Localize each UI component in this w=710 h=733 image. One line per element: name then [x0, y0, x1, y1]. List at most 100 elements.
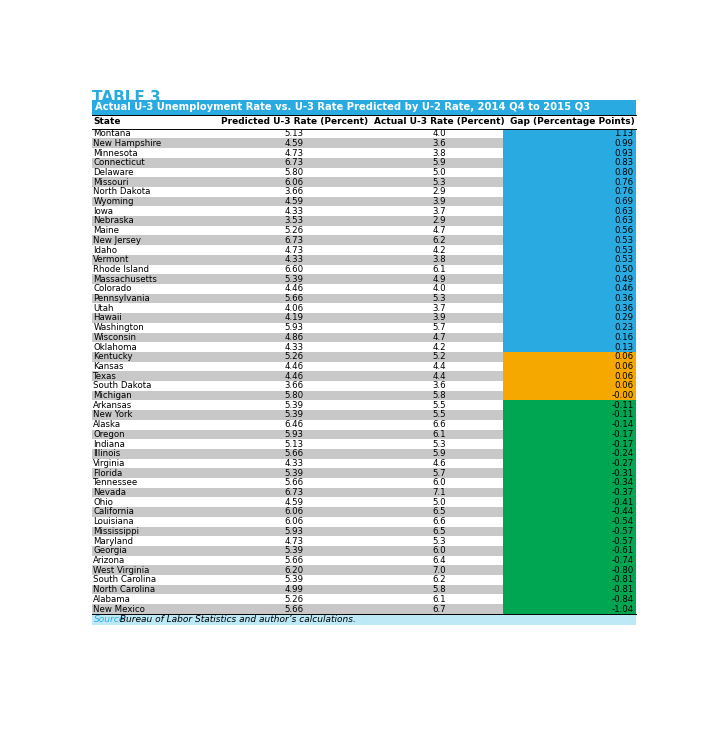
Text: -0.80: -0.80	[611, 566, 633, 575]
Text: 6.5: 6.5	[432, 527, 447, 536]
Text: 0.80: 0.80	[614, 168, 633, 177]
Bar	[92, 604, 503, 614]
Bar	[503, 246, 636, 255]
Text: 4.33: 4.33	[285, 255, 304, 265]
Bar	[92, 400, 503, 410]
Text: Kentucky: Kentucky	[94, 353, 133, 361]
Text: 6.73: 6.73	[285, 488, 304, 497]
Text: 6.2: 6.2	[432, 575, 447, 584]
Bar	[503, 594, 636, 604]
Text: 6.1: 6.1	[432, 594, 447, 604]
Text: -0.11: -0.11	[611, 410, 633, 419]
Text: Maine: Maine	[94, 226, 119, 235]
Bar	[92, 449, 503, 459]
Text: 0.93: 0.93	[615, 149, 633, 158]
Text: 4.7: 4.7	[432, 226, 447, 235]
Text: 4.33: 4.33	[285, 207, 304, 216]
Text: 5.9: 5.9	[432, 158, 446, 167]
Bar	[92, 585, 503, 594]
Text: 2.9: 2.9	[432, 188, 446, 196]
Text: 4.9: 4.9	[432, 275, 446, 284]
Text: Illinois: Illinois	[94, 449, 121, 458]
Text: 3.66: 3.66	[285, 381, 304, 391]
Text: 3.9: 3.9	[432, 197, 446, 206]
Text: Kansas: Kansas	[94, 362, 124, 371]
Text: 3.6: 3.6	[432, 139, 447, 148]
Text: Arkansas: Arkansas	[94, 401, 133, 410]
Bar	[503, 129, 636, 139]
Text: 0.53: 0.53	[614, 255, 633, 265]
Text: 3.7: 3.7	[432, 303, 447, 313]
Text: Montana: Montana	[94, 129, 131, 138]
Text: 4.59: 4.59	[285, 197, 304, 206]
Text: Texas: Texas	[94, 372, 117, 380]
Bar	[503, 400, 636, 410]
Text: 5.93: 5.93	[285, 323, 304, 332]
Bar	[503, 284, 636, 294]
Text: Massachusetts: Massachusetts	[94, 275, 158, 284]
Text: 4.46: 4.46	[285, 284, 304, 293]
Text: -0.11: -0.11	[611, 401, 633, 410]
Bar	[92, 420, 503, 430]
Text: Louisiana: Louisiana	[94, 517, 134, 526]
Bar	[92, 196, 503, 207]
Text: Pennsylvania: Pennsylvania	[94, 294, 150, 303]
Text: Wyoming: Wyoming	[94, 197, 134, 206]
Text: Rhode Island: Rhode Island	[94, 265, 149, 274]
Bar	[503, 381, 636, 391]
Text: 0.63: 0.63	[614, 207, 633, 216]
Text: 4.73: 4.73	[285, 149, 304, 158]
Text: 4.33: 4.33	[285, 459, 304, 468]
Bar	[503, 342, 636, 352]
Text: 3.6: 3.6	[432, 381, 447, 391]
Bar	[92, 430, 503, 439]
Text: Alabama: Alabama	[94, 594, 131, 604]
Text: Maryland: Maryland	[94, 537, 133, 545]
Bar	[92, 614, 636, 625]
Bar	[92, 323, 503, 333]
Text: 5.8: 5.8	[432, 585, 447, 594]
Text: South Carolina: South Carolina	[94, 575, 156, 584]
Text: 0.06: 0.06	[614, 372, 633, 380]
Text: Hawaii: Hawaii	[94, 314, 122, 323]
Bar	[503, 391, 636, 400]
Bar	[92, 333, 503, 342]
Text: Vermont: Vermont	[94, 255, 130, 265]
Text: -0.84: -0.84	[611, 594, 633, 604]
Text: 6.20: 6.20	[285, 566, 304, 575]
Text: 6.6: 6.6	[432, 420, 447, 430]
Bar	[503, 537, 636, 546]
Text: -0.17: -0.17	[611, 440, 633, 449]
Bar	[503, 439, 636, 449]
Bar	[92, 556, 503, 565]
Text: 0.36: 0.36	[614, 303, 633, 313]
Text: 3.53: 3.53	[285, 216, 304, 226]
Text: New Jersey: New Jersey	[94, 236, 141, 245]
Bar	[503, 139, 636, 148]
Text: Ohio: Ohio	[94, 498, 114, 507]
Text: 4.4: 4.4	[432, 362, 447, 371]
Bar	[503, 207, 636, 216]
Text: Colorado: Colorado	[94, 284, 132, 293]
Text: South Dakota: South Dakota	[94, 381, 152, 391]
Text: North Carolina: North Carolina	[94, 585, 155, 594]
Text: TABLE 3: TABLE 3	[92, 89, 160, 105]
Text: 0.69: 0.69	[615, 197, 633, 206]
Text: 5.0: 5.0	[432, 168, 447, 177]
Text: 5.26: 5.26	[285, 353, 304, 361]
Text: 1.13: 1.13	[614, 129, 633, 138]
Text: 6.0: 6.0	[432, 479, 447, 487]
Text: -0.44: -0.44	[611, 507, 633, 517]
Text: 4.0: 4.0	[432, 129, 447, 138]
Bar	[503, 372, 636, 381]
Text: New Hampshire: New Hampshire	[94, 139, 162, 148]
Text: 5.66: 5.66	[285, 556, 304, 565]
Bar	[92, 303, 503, 313]
Bar	[92, 177, 503, 187]
Text: Virginia: Virginia	[94, 459, 126, 468]
Bar	[503, 255, 636, 265]
Bar	[503, 546, 636, 556]
Text: North Dakota: North Dakota	[94, 188, 151, 196]
Text: 5.39: 5.39	[285, 468, 304, 478]
Text: 4.7: 4.7	[432, 333, 447, 342]
